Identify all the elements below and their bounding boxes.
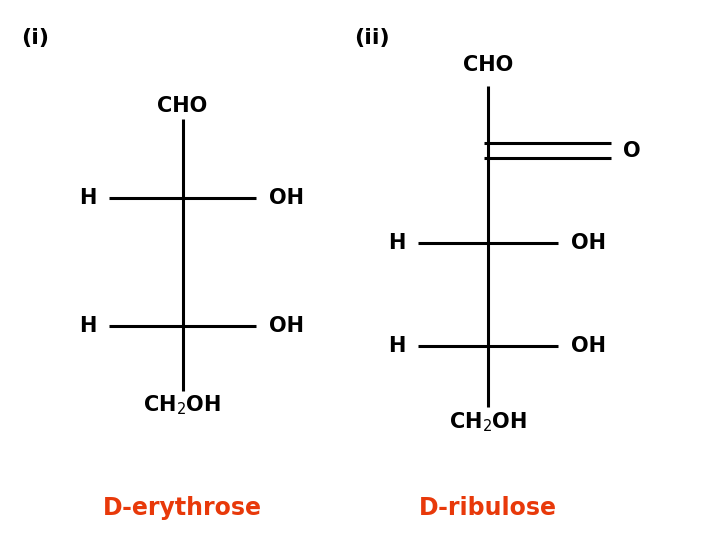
Text: H: H	[79, 316, 96, 336]
Text: CHO: CHO	[157, 96, 208, 116]
Text: D-erythrose: D-erythrose	[103, 496, 262, 520]
Text: D-ribulose: D-ribulose	[419, 496, 557, 520]
Text: (i): (i)	[21, 28, 49, 48]
Text: O: O	[623, 141, 641, 161]
Text: H: H	[388, 336, 405, 356]
Text: OH: OH	[269, 316, 304, 336]
Text: OH: OH	[571, 336, 606, 356]
Text: (ii): (ii)	[355, 28, 390, 48]
Text: H: H	[388, 233, 405, 253]
Text: CH$_2$OH: CH$_2$OH	[143, 394, 222, 417]
Text: OH: OH	[571, 233, 606, 253]
Text: CH$_2$OH: CH$_2$OH	[449, 410, 527, 434]
Text: OH: OH	[269, 188, 304, 208]
Text: CHO: CHO	[463, 55, 513, 75]
Text: H: H	[79, 188, 96, 208]
